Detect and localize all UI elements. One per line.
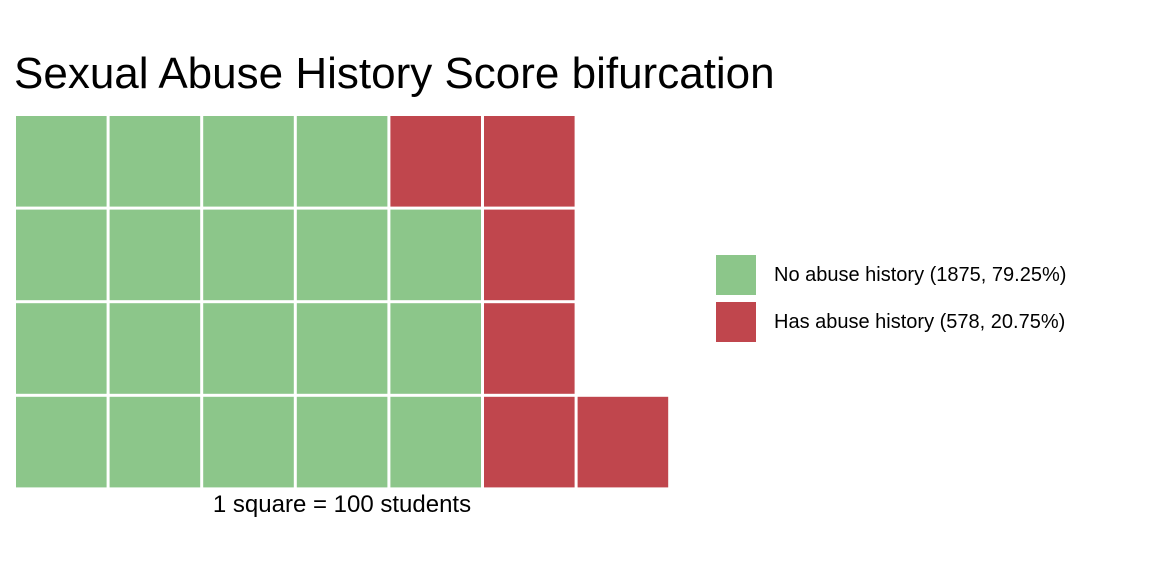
legend-label-no-abuse: No abuse history (1875, 79.25%) (774, 264, 1067, 286)
waffle-square-has-abuse (484, 303, 575, 394)
legend-swatch-no-abuse (716, 255, 756, 295)
waffle-square-has-abuse (390, 116, 481, 207)
waffle-square-no-abuse (203, 303, 294, 394)
legend-swatch-has-abuse (716, 302, 756, 342)
waffle-square-no-abuse (390, 209, 481, 301)
waffle-square-no-abuse (109, 303, 201, 394)
waffle-square-has-abuse (484, 209, 575, 301)
waffle-square-no-abuse (16, 396, 107, 488)
waffle-caption: 1 square = 100 students (212, 491, 472, 518)
waffle-square-no-abuse (296, 303, 388, 394)
waffle-square-has-abuse (484, 396, 575, 488)
waffle-square-no-abuse (203, 209, 294, 301)
waffle-square-no-abuse (390, 303, 481, 394)
waffle-square-no-abuse (203, 396, 294, 488)
waffle-square-no-abuse (296, 116, 388, 207)
waffle-square-no-abuse (109, 116, 201, 207)
legend-label-has-abuse: Has abuse history (578, 20.75%) (774, 311, 1066, 333)
legend-item-has-abuse: Has abuse history (578, 20.75%) (716, 302, 1066, 342)
waffle-square-no-abuse (203, 116, 294, 207)
waffle-square-no-abuse (109, 209, 201, 301)
chart-title: Sexual Abuse History Score bifurcation (14, 49, 775, 98)
legend-item-no-abuse: No abuse history (1875, 79.25%) (716, 255, 1066, 295)
waffle-square-no-abuse (16, 303, 107, 394)
waffle-square-has-abuse (484, 116, 575, 207)
waffle-square-no-abuse (296, 209, 388, 301)
waffle-square-has-abuse (577, 396, 669, 488)
waffle-square-no-abuse (109, 396, 201, 488)
waffle-square-no-abuse (16, 209, 107, 301)
waffle-square-no-abuse (390, 396, 481, 488)
waffle-square-no-abuse (296, 396, 388, 488)
legend: No abuse history (1875, 79.25%) Has abus… (716, 255, 1066, 349)
waffle-square-no-abuse (16, 116, 107, 207)
